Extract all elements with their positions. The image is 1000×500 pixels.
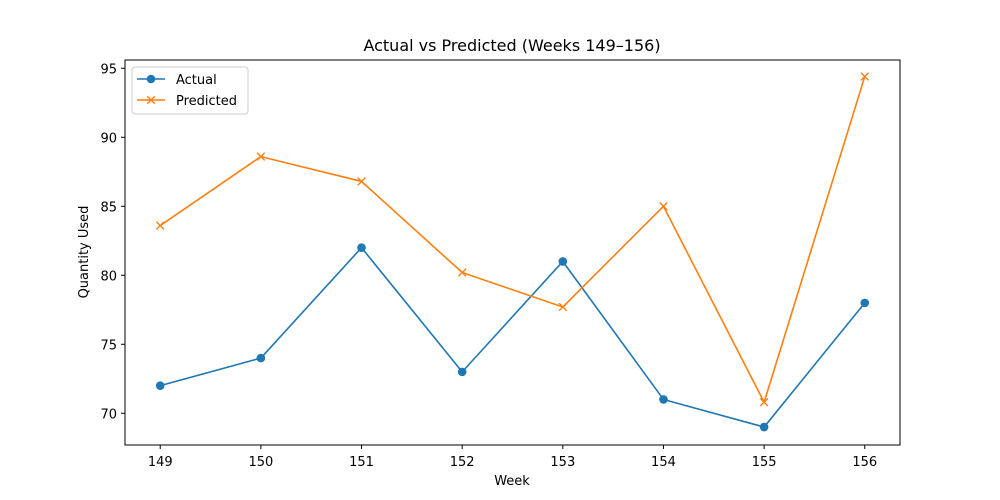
data-point-predicted — [759, 397, 769, 407]
x-axis-title: Week — [494, 474, 530, 489]
y-axis: 70 75 80 85 90 95 — [100, 62, 125, 422]
series-line-actual — [160, 246, 866, 428]
x-tick-label: 154 — [651, 455, 676, 470]
y-axis-title: Quantity Used — [77, 206, 92, 299]
y-tick-label: 85 — [100, 200, 117, 215]
data-point-predicted — [860, 72, 870, 81]
y-tick-label: 70 — [100, 407, 117, 422]
data-point-predicted — [357, 177, 366, 186]
x-tick-label: 153 — [550, 455, 575, 470]
legend-item-predicted: Predicted — [137, 94, 237, 109]
y-tick-label: 95 — [100, 62, 117, 77]
data-point-predicted — [659, 201, 668, 211]
y-tick-label: 75 — [100, 338, 117, 353]
x-tick-label: 149 — [148, 455, 173, 470]
data-point-predicted — [558, 302, 568, 312]
data-point-actual — [759, 422, 769, 432]
legend-label-predicted: Predicted — [176, 94, 237, 109]
x-tick-label: 150 — [248, 455, 273, 470]
data-point-predicted — [155, 221, 165, 230]
x-tick-label: 151 — [349, 455, 374, 470]
data-point-actual — [256, 353, 266, 363]
legend-marker-actual — [146, 74, 156, 84]
data-point-predicted — [457, 268, 467, 277]
data-point-actual — [558, 257, 568, 266]
plot-area — [155, 72, 870, 432]
data-point-actual — [860, 298, 870, 308]
data-point-actual — [457, 367, 467, 377]
legend-marker-predicted — [146, 95, 156, 105]
chart-title: Actual vs Predicted (Weeks 149–156) — [363, 36, 660, 55]
x-tick-label: 155 — [752, 455, 777, 470]
x-tick-label: 156 — [852, 455, 877, 470]
plot-frame — [124, 59, 901, 446]
data-point-predicted — [256, 152, 266, 161]
y-tick-label: 90 — [100, 131, 117, 146]
y-tick-label: 80 — [100, 269, 117, 284]
legend-label-actual: Actual — [176, 73, 217, 88]
legend-item-actual: Actual — [137, 73, 217, 88]
x-axis: 149 150 151 152 153 154 155 156 — [148, 445, 877, 470]
x-tick-label: 152 — [450, 455, 475, 470]
legend: Actual Predicted — [131, 66, 249, 115]
series-line-predicted — [159, 76, 866, 404]
data-point-actual — [659, 395, 668, 404]
data-point-actual — [357, 243, 366, 252]
data-point-actual — [155, 381, 165, 390]
